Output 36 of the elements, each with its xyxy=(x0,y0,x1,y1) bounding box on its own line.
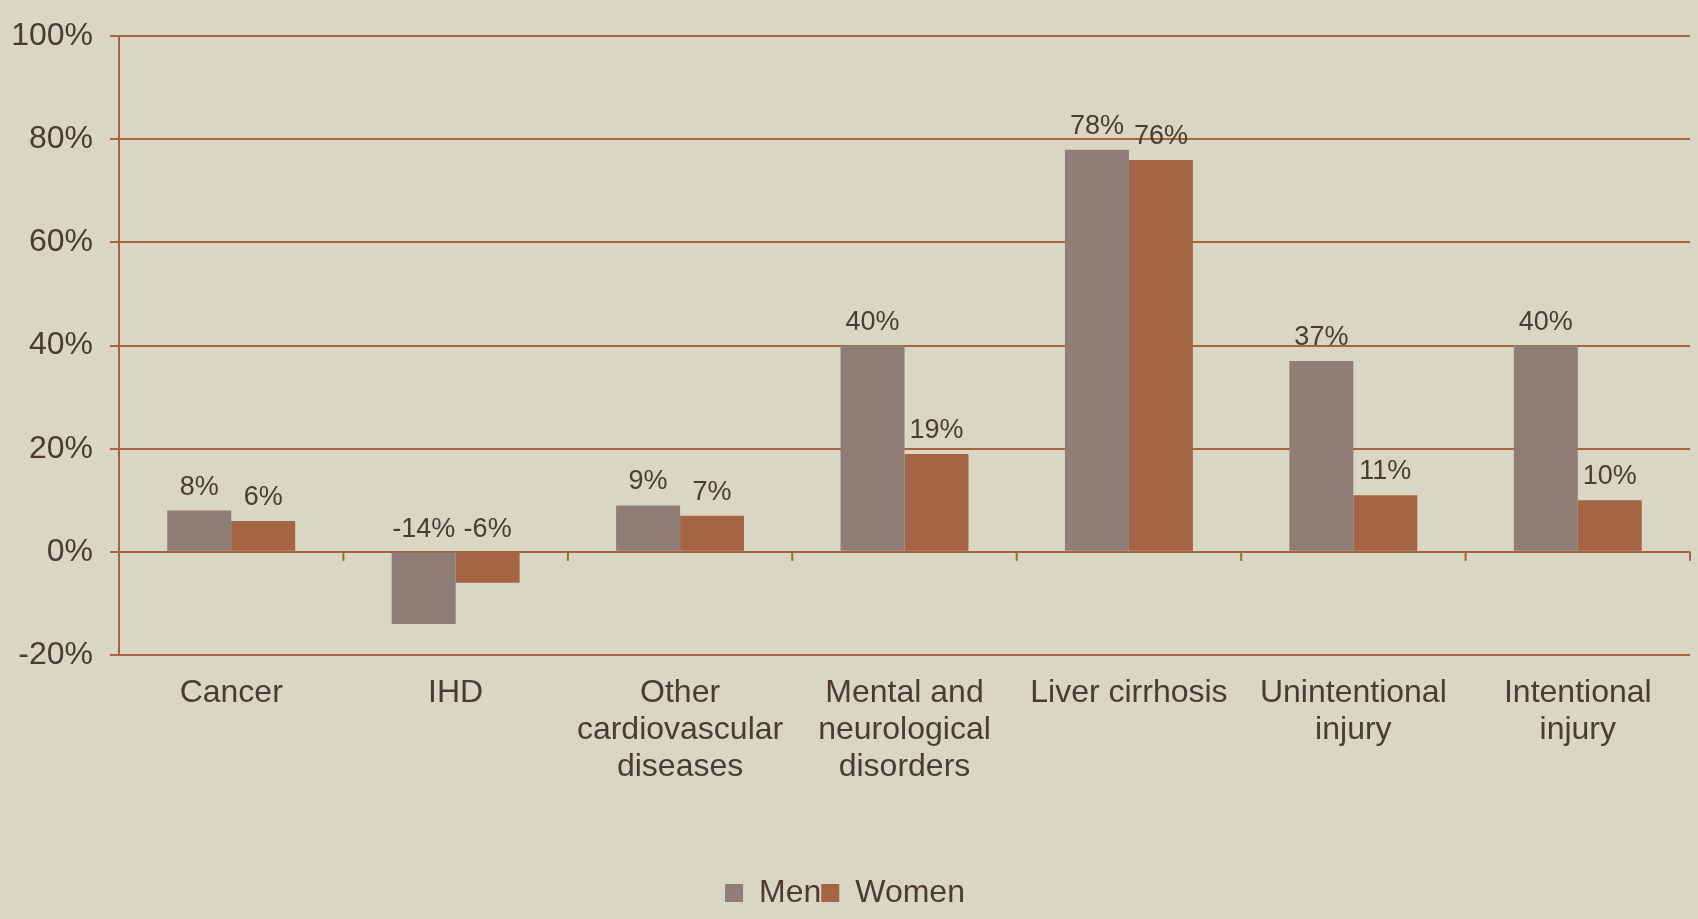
y-tick-label: 0% xyxy=(46,531,93,568)
x-tick-label: IHD xyxy=(428,673,484,710)
bar xyxy=(616,505,681,551)
data-label: 37% xyxy=(1294,321,1349,352)
data-label: 11% xyxy=(1359,455,1412,486)
bar xyxy=(1064,149,1129,551)
data-label: 8% xyxy=(179,470,219,501)
data-label: -14% xyxy=(392,512,456,543)
data-label: 9% xyxy=(628,465,668,496)
data-label: 7% xyxy=(692,475,732,506)
data-label: 40% xyxy=(1518,305,1573,336)
data-label: 19% xyxy=(909,413,964,444)
legend-label: Women xyxy=(855,872,965,909)
data-label: 10% xyxy=(1582,460,1637,491)
data-label: 40% xyxy=(845,305,900,336)
y-tick-label: 40% xyxy=(28,325,93,362)
x-tick-label: Liver cirrhosis xyxy=(1030,673,1228,710)
y-tick-label: 60% xyxy=(28,222,93,259)
y-tick-label: -20% xyxy=(18,634,93,671)
y-tick-label: 100% xyxy=(11,16,93,53)
data-label: 6% xyxy=(243,480,283,511)
bar xyxy=(1289,361,1354,551)
bar xyxy=(1513,345,1578,551)
x-tick-label: Unintentional injury xyxy=(1259,673,1447,747)
legend-label: Men xyxy=(759,872,822,909)
x-tick-label: Mental and neurological disorders xyxy=(818,673,991,783)
x-tick-label: Other cardiovascular diseases xyxy=(576,673,784,783)
x-tick-label: Intentional injury xyxy=(1503,673,1652,747)
bar xyxy=(167,510,232,551)
bar xyxy=(840,345,905,551)
bar xyxy=(391,552,456,625)
data-label: 78% xyxy=(1069,109,1124,140)
data-label: -6% xyxy=(463,512,512,543)
x-tick-label: Cancer xyxy=(179,673,284,710)
y-tick-label: 20% xyxy=(28,428,93,465)
y-tick-label: 80% xyxy=(28,119,93,156)
